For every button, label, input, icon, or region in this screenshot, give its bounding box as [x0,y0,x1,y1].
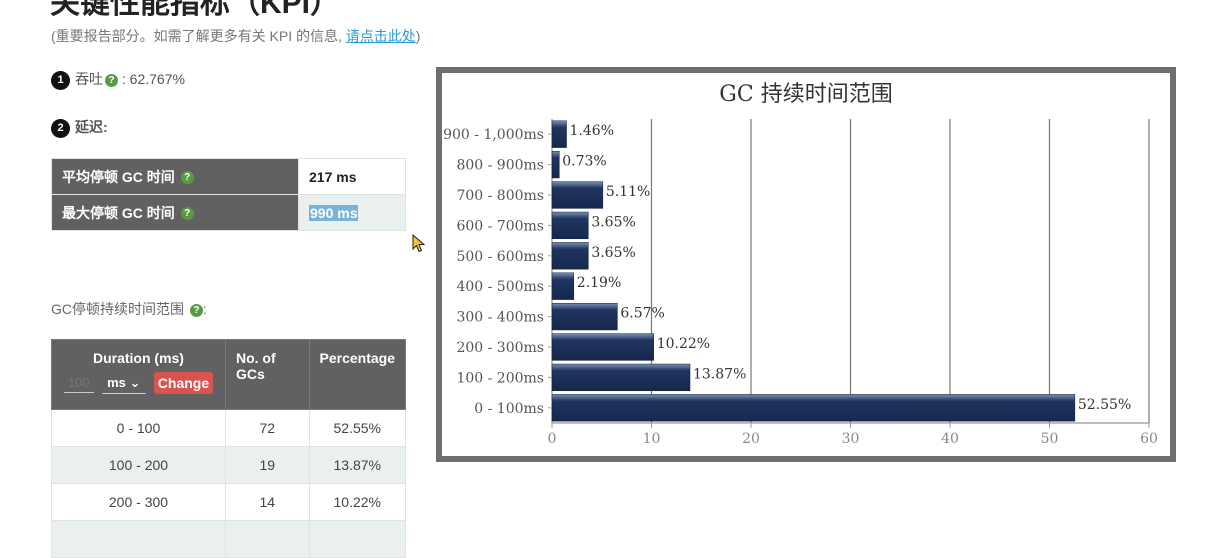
note-suffix: ) [415,28,421,44]
change-button[interactable]: Change [153,372,214,394]
help-circle-icon[interactable]: ? [105,73,118,87]
avg-pause-label-cell: 平均停顿 GC 时间 ? [51,158,299,195]
chart-title: GC 持续时间范围 [719,82,892,107]
duration-header: Duration (ms) ms ⌄ Change [51,339,226,410]
data-label: 13.87% [693,366,746,382]
avg-pause-value: 217 ms [298,158,406,195]
percentage-header: Percentage [308,339,407,410]
data-label: 1.46% [570,123,614,139]
percent-cell: 13.87% [308,446,407,484]
category-label: 400 - 500ms [456,279,544,295]
count-header: No. of GCs [224,339,310,410]
max-pause-label-cell: 最大停顿 GC 时间 ? [51,194,299,231]
chevron-down-icon: ⌄ [129,374,141,390]
range-cell: 100 - 200 [51,446,226,484]
latency-label: 延迟: [75,119,108,135]
category-label: 900 - 1,000ms [443,127,544,143]
bar-5 [551,242,589,270]
latency-row-avg: 平均停顿 GC 时间 ? 217 ms [51,158,406,195]
throughput-item: 1 吞吐? : 62.767% [51,69,185,90]
data-label: 52.55% [1078,397,1131,413]
category-label: 100 - 200ms [456,370,544,386]
kpi-info-link[interactable]: 请点击此处 [345,28,416,44]
category-label: 200 - 300ms [456,340,544,356]
count-cell: 19 [224,446,310,484]
bar-8 [551,150,560,179]
table-row: 200 - 300 14 10.22% [51,483,407,521]
category-label: 800 - 900ms [456,158,544,174]
bar-3 [551,302,618,331]
bar-4 [551,272,575,300]
pause-range-label: GC停顿持续时间范围 [51,301,184,317]
gc-duration-table: Duration (ms) ms ⌄ Change No. of GCs Per… [51,339,407,558]
range-cell [51,520,226,558]
latency-table: 平均停顿 GC 时间 ? 217 ms 最大停顿 GC 时间 ? 990 ms [51,158,406,231]
number-badge-2: 2 [51,118,70,138]
table-row [51,520,407,558]
max-pause-value: 990 ms [309,204,359,221]
note-prefix: (重要报告部分。如需了解更多有关 KPI 的信息, [51,28,346,44]
pause-range-suffix: : [202,301,207,317]
number-badge-1: 1 [51,70,70,90]
table-row: 0 - 100 72 52.55% [51,409,407,447]
bar-6 [551,211,589,240]
bar-0 [551,394,1076,422]
category-label: 600 - 700ms [456,218,544,234]
category-label: 700 - 800ms [456,188,544,204]
mouse-pointer-icon [412,234,426,253]
avg-pause-label: 平均停顿 GC 时间 [62,168,175,185]
unit-select-value: ms [107,374,126,390]
pause-range-section-label: GC停顿持续时间范围 ?: [51,299,207,319]
latency-item: 2 延迟: [51,117,108,138]
range-cell: 200 - 300 [51,483,226,521]
duration-header-label: Duration (ms) [92,350,184,366]
help-circle-icon[interactable]: ? [180,171,194,185]
category-label: 300 - 400ms [456,310,544,326]
x-tick-label: 30 [842,431,860,447]
table-header-row: Duration (ms) ms ⌄ Change No. of GCs Per… [51,339,407,410]
throughput-label: 吞吐 [75,71,103,87]
data-label: 6.57% [620,306,664,322]
bar-1 [551,363,691,392]
data-label: 3.65% [591,214,635,230]
x-tick-label: 20 [742,431,760,447]
table-row: 100 - 200 19 13.87% [51,446,407,484]
range-cell: 0 - 100 [51,409,226,447]
x-tick-label: 40 [941,431,959,447]
duration-controls: ms ⌄ Change [62,372,215,394]
data-label: 3.65% [591,245,635,261]
count-cell: 14 [224,483,310,521]
x-tick-label: 10 [643,431,661,447]
count-cell: 72 [224,409,310,447]
data-label: 2.19% [577,275,621,291]
page-title: 关键性能指标（KPI） [50,0,341,20]
category-label: 500 - 600ms [456,249,544,265]
data-label: 5.11% [606,184,650,200]
data-label: 10.22% [657,336,710,352]
unit-select[interactable]: ms ⌄ [101,373,146,394]
bar-2 [551,333,654,361]
latency-row-max: 最大停顿 GC 时间 ? 990 ms [51,194,406,231]
bar-7 [551,181,604,209]
bar-9 [551,120,567,148]
help-circle-icon[interactable]: ? [180,207,194,221]
gc-duration-chart: GC 持续时间范围 0 10 20 30 40 50 60 0 - 100ms 52.55% 100… [436,67,1176,462]
max-pause-value-cell: 990 ms [298,194,406,231]
x-tick-label: 50 [1041,431,1059,447]
max-pause-label: 最大停顿 GC 时间 [62,204,175,221]
interval-input[interactable] [63,373,94,393]
percent-cell: 10.22% [308,483,407,521]
percent-cell: 52.55% [308,409,407,447]
category-label: 0 - 100ms [474,401,544,417]
x-tick-label: 60 [1140,431,1158,447]
help-circle-icon[interactable]: ? [189,303,203,317]
gc-duration-chart-svg: GC 持续时间范围 0 10 20 30 40 50 60 0 - 100ms 52.55% 100… [443,82,1158,447]
data-label: 0.73% [562,154,606,170]
throughput-value: : 62.767% [121,71,185,87]
count-cell [224,520,310,558]
x-tick-label: 0 [548,431,557,447]
percent-cell [308,520,407,558]
kpi-note: (重要报告部分。如需了解更多有关 KPI 的信息, 请点击此处) [51,26,420,46]
